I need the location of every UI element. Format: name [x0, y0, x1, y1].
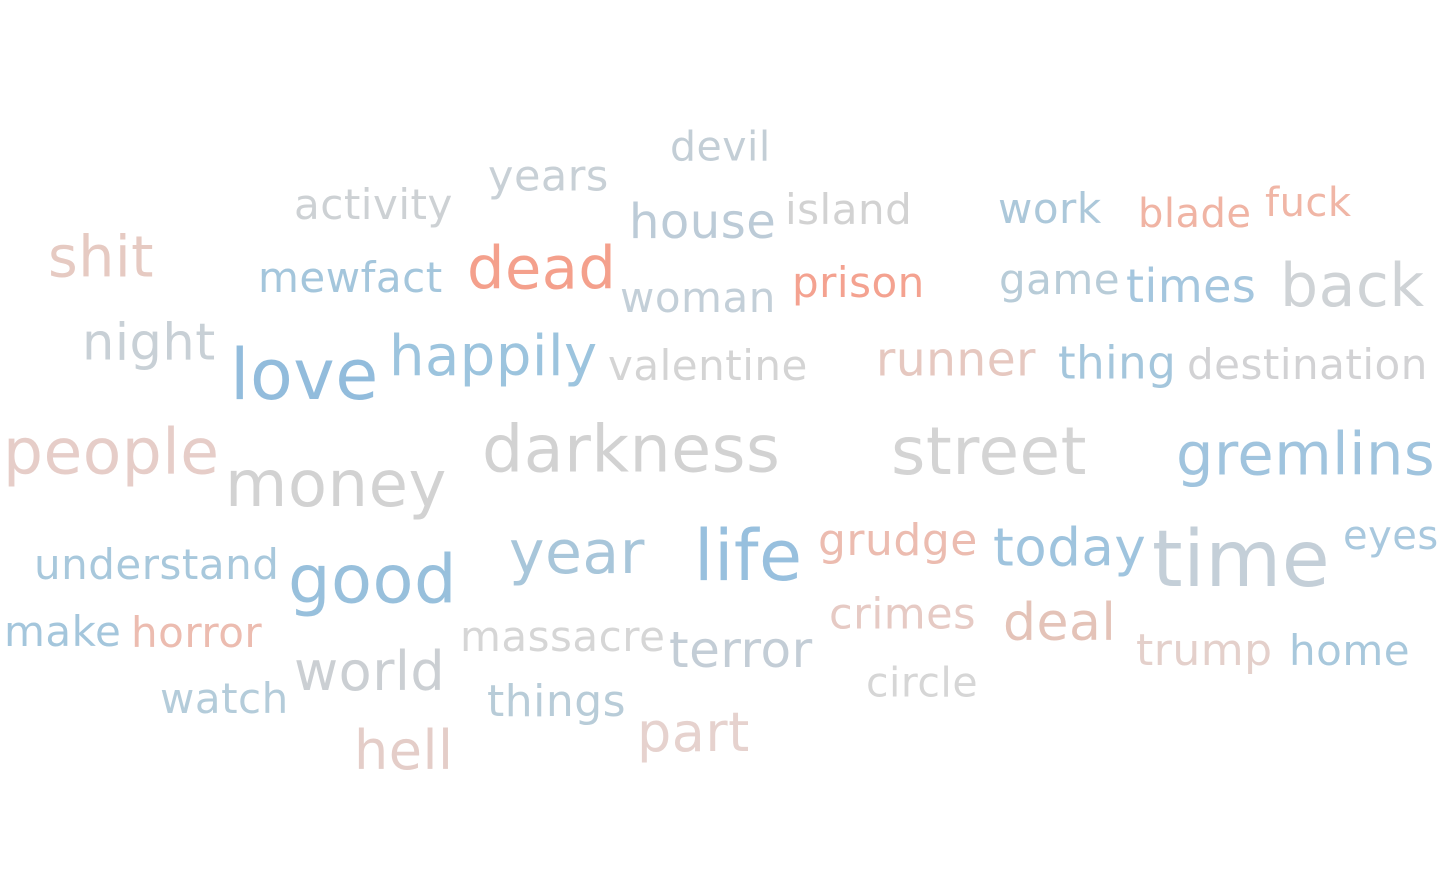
word-deal: deal — [1003, 593, 1117, 653]
word-years: years — [488, 151, 609, 202]
word-work: work — [998, 184, 1102, 233]
word-time: time — [1152, 515, 1331, 605]
word-shit: shit — [48, 224, 155, 291]
word-thing: thing — [1058, 336, 1177, 390]
word-darkness: darkness — [482, 412, 781, 488]
word-devil: devil — [670, 122, 771, 171]
word-horror: horror — [131, 608, 263, 657]
word-prison: prison — [792, 258, 925, 307]
word-today: today — [993, 517, 1147, 579]
word-eyes: eyes — [1343, 513, 1439, 559]
word-understand: understand — [34, 540, 280, 589]
word-activity: activity — [294, 180, 453, 229]
word-runner: runner — [876, 332, 1036, 388]
word-part: part — [637, 701, 750, 764]
word-fuck: fuck — [1265, 180, 1352, 226]
word-woman: woman — [620, 273, 776, 322]
word-blade: blade — [1138, 191, 1252, 237]
word-house: house — [629, 194, 777, 250]
word-good: good — [288, 540, 458, 619]
word-street: street — [891, 413, 1088, 490]
word-year: year — [509, 518, 645, 588]
word-mewfact: mewfact — [258, 253, 443, 302]
word-island: island — [785, 185, 913, 234]
word-love: love — [230, 334, 379, 416]
word-happily: happily — [389, 324, 598, 389]
word-home: home — [1289, 626, 1411, 675]
word-watch: watch — [160, 674, 289, 723]
word-crimes: crimes — [829, 589, 977, 640]
word-world: world — [294, 640, 446, 703]
word-back: back — [1280, 251, 1425, 321]
word-gremlins: gremlins — [1176, 419, 1436, 489]
word-game: game — [999, 255, 1121, 304]
word-hell: hell — [354, 719, 454, 782]
word-circle: circle — [866, 658, 979, 707]
word-times: times — [1126, 259, 1257, 313]
word-destination: destination — [1187, 340, 1428, 389]
word-grudge: grudge — [818, 515, 978, 566]
word-night: night — [82, 313, 216, 373]
word-life: life — [694, 515, 803, 597]
word-terror: terror — [669, 621, 813, 679]
word-valentine: valentine — [608, 341, 808, 390]
word-things: things — [487, 676, 627, 727]
word-make: make — [4, 607, 122, 656]
word-money: money — [225, 448, 447, 522]
word-massacre: massacre — [460, 612, 666, 661]
word-dead: dead — [467, 233, 617, 303]
word-people: people — [3, 415, 220, 489]
word-trump: trump — [1136, 625, 1273, 676]
